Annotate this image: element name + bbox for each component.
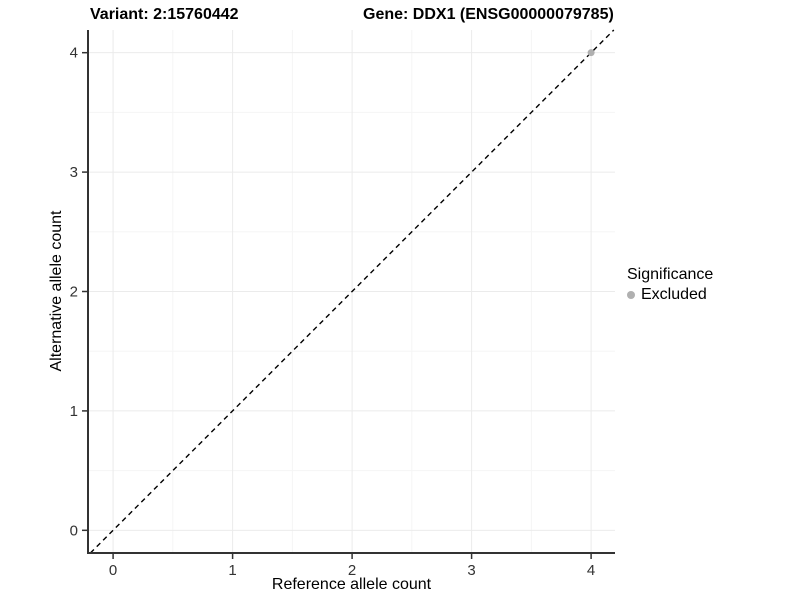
x-tick-label: 4 xyxy=(587,562,595,579)
x-tick-label: 1 xyxy=(228,562,236,579)
x-tick-label: 2 xyxy=(348,562,356,579)
y-tick-label: 0 xyxy=(70,522,78,539)
legend-item-excluded: Excluded xyxy=(627,285,713,305)
data-point xyxy=(587,49,595,57)
plot-title-gene: Gene: DDX1 (ENSG00000079785) xyxy=(363,6,614,23)
legend-item-label: Excluded xyxy=(641,286,707,303)
legend: Significance Excluded xyxy=(627,265,713,305)
x-axis-title: Reference allele count xyxy=(271,576,432,593)
identity-reference-line xyxy=(89,29,615,554)
y-tick-label: 4 xyxy=(70,45,78,62)
x-tick-label: 0 xyxy=(109,562,117,579)
y-axis-title: Alternative allele count xyxy=(48,210,65,372)
y-tick-label: 2 xyxy=(70,284,78,301)
x-tick-label: 3 xyxy=(467,562,475,579)
y-tick-label: 1 xyxy=(70,403,78,420)
y-tick-label: 3 xyxy=(70,164,78,181)
legend-title: Significance xyxy=(627,266,714,283)
legend-key-dot-icon xyxy=(627,291,635,299)
plot-title-variant: Variant: 2:15760442 xyxy=(90,6,239,23)
